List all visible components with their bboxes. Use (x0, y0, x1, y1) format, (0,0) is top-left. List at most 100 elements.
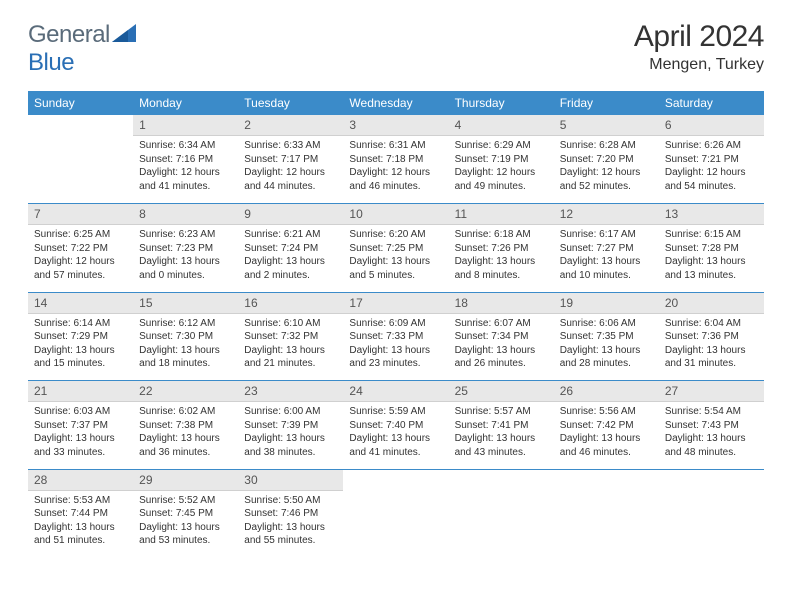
sunset-line: Sunset: 7:39 PM (244, 419, 337, 433)
sunset-line: Sunset: 7:28 PM (665, 242, 758, 256)
day-content: Sunrise: 6:25 AMSunset: 7:22 PMDaylight:… (28, 225, 133, 285)
sunrise-line: Sunrise: 6:03 AM (34, 405, 127, 419)
calendar-cell: 17Sunrise: 6:09 AMSunset: 7:33 PMDayligh… (343, 292, 448, 380)
weekday-friday: Friday (554, 91, 659, 115)
day-number: 17 (343, 293, 448, 314)
day-number: 4 (449, 115, 554, 136)
day-number: 1 (133, 115, 238, 136)
calendar-cell: 10Sunrise: 6:20 AMSunset: 7:25 PMDayligh… (343, 204, 448, 292)
day-number: 9 (238, 204, 343, 225)
calendar-cell: 28Sunrise: 5:53 AMSunset: 7:44 PMDayligh… (28, 469, 133, 557)
day-content: Sunrise: 6:09 AMSunset: 7:33 PMDaylight:… (343, 314, 448, 374)
calendar-cell (659, 469, 764, 557)
day-number: 18 (449, 293, 554, 314)
sunrise-line: Sunrise: 5:59 AM (349, 405, 442, 419)
day-number: 12 (554, 204, 659, 225)
calendar-table: SundayMondayTuesdayWednesdayThursdayFrid… (28, 91, 764, 557)
daylight-line: Daylight: 13 hours and 51 minutes. (34, 521, 127, 548)
sunrise-line: Sunrise: 6:17 AM (560, 228, 653, 242)
sunset-line: Sunset: 7:19 PM (455, 153, 548, 167)
calendar-cell: 27Sunrise: 5:54 AMSunset: 7:43 PMDayligh… (659, 381, 764, 469)
daylight-line: Daylight: 12 hours and 44 minutes. (244, 166, 337, 193)
calendar-body: 1Sunrise: 6:34 AMSunset: 7:16 PMDaylight… (28, 115, 764, 557)
sunrise-line: Sunrise: 6:23 AM (139, 228, 232, 242)
day-content: Sunrise: 6:10 AMSunset: 7:32 PMDaylight:… (238, 314, 343, 374)
daylight-line: Daylight: 13 hours and 31 minutes. (665, 344, 758, 371)
sunrise-line: Sunrise: 5:56 AM (560, 405, 653, 419)
calendar-cell: 22Sunrise: 6:02 AMSunset: 7:38 PMDayligh… (133, 381, 238, 469)
day-content: Sunrise: 6:20 AMSunset: 7:25 PMDaylight:… (343, 225, 448, 285)
header: GeneralBlue April 2024 Mengen, Turkey (28, 20, 764, 77)
sunset-line: Sunset: 7:37 PM (34, 419, 127, 433)
daylight-line: Daylight: 13 hours and 28 minutes. (560, 344, 653, 371)
daylight-line: Daylight: 12 hours and 41 minutes. (139, 166, 232, 193)
sunrise-line: Sunrise: 5:50 AM (244, 494, 337, 508)
day-content: Sunrise: 6:29 AMSunset: 7:19 PMDaylight:… (449, 136, 554, 196)
daylight-line: Daylight: 13 hours and 48 minutes. (665, 432, 758, 459)
day-number: 11 (449, 204, 554, 225)
daylight-line: Daylight: 13 hours and 13 minutes. (665, 255, 758, 282)
day-number: 30 (238, 470, 343, 491)
calendar-cell: 18Sunrise: 6:07 AMSunset: 7:34 PMDayligh… (449, 292, 554, 380)
sunrise-line: Sunrise: 5:52 AM (139, 494, 232, 508)
calendar-cell: 5Sunrise: 6:28 AMSunset: 7:20 PMDaylight… (554, 115, 659, 203)
sunset-line: Sunset: 7:22 PM (34, 242, 127, 256)
daylight-line: Daylight: 12 hours and 52 minutes. (560, 166, 653, 193)
sunset-line: Sunset: 7:18 PM (349, 153, 442, 167)
daylight-line: Daylight: 12 hours and 49 minutes. (455, 166, 548, 193)
calendar-head: SundayMondayTuesdayWednesdayThursdayFrid… (28, 91, 764, 115)
sunrise-line: Sunrise: 5:57 AM (455, 405, 548, 419)
calendar-cell: 15Sunrise: 6:12 AMSunset: 7:30 PMDayligh… (133, 292, 238, 380)
day-number: 24 (343, 381, 448, 402)
day-content: Sunrise: 6:07 AMSunset: 7:34 PMDaylight:… (449, 314, 554, 374)
sunset-line: Sunset: 7:44 PM (34, 507, 127, 521)
sunset-line: Sunset: 7:29 PM (34, 330, 127, 344)
day-content: Sunrise: 6:31 AMSunset: 7:18 PMDaylight:… (343, 136, 448, 196)
daylight-line: Daylight: 12 hours and 57 minutes. (34, 255, 127, 282)
logo-text-general: General (28, 21, 110, 48)
daylight-line: Daylight: 13 hours and 46 minutes. (560, 432, 653, 459)
sunset-line: Sunset: 7:43 PM (665, 419, 758, 433)
calendar-cell: 30Sunrise: 5:50 AMSunset: 7:46 PMDayligh… (238, 469, 343, 557)
sunset-line: Sunset: 7:16 PM (139, 153, 232, 167)
daylight-line: Daylight: 13 hours and 36 minutes. (139, 432, 232, 459)
day-number: 25 (449, 381, 554, 402)
sunset-line: Sunset: 7:27 PM (560, 242, 653, 256)
day-number: 22 (133, 381, 238, 402)
sunrise-line: Sunrise: 6:34 AM (139, 139, 232, 153)
calendar-cell: 1 Sunrise: 6:34 AMSunset: 7:16 PMDaylight… (133, 115, 238, 203)
calendar-cell: 23Sunrise: 6:00 AMSunset: 7:39 PMDayligh… (238, 381, 343, 469)
daylight-line: Daylight: 13 hours and 38 minutes. (244, 432, 337, 459)
calendar-cell: 9Sunrise: 6:21 AMSunset: 7:24 PMDaylight… (238, 204, 343, 292)
sunset-line: Sunset: 7:33 PM (349, 330, 442, 344)
day-number: 16 (238, 293, 343, 314)
daylight-line: Daylight: 13 hours and 2 minutes. (244, 255, 337, 282)
day-number: 8 (133, 204, 238, 225)
calendar-cell: 3Sunrise: 6:31 AMSunset: 7:18 PMDaylight… (343, 115, 448, 203)
day-content: Sunrise: 6:17 AMSunset: 7:27 PMDaylight:… (554, 225, 659, 285)
sunrise-line: Sunrise: 6:10 AM (244, 317, 337, 331)
day-number: 6 (659, 115, 764, 136)
daylight-line: Daylight: 13 hours and 55 minutes. (244, 521, 337, 548)
daylight-line: Daylight: 13 hours and 43 minutes. (455, 432, 548, 459)
day-content: Sunrise: 6:21 AMSunset: 7:24 PMDaylight:… (238, 225, 343, 285)
daylight-line: Daylight: 13 hours and 33 minutes. (34, 432, 127, 459)
sunset-line: Sunset: 7:45 PM (139, 507, 232, 521)
sunset-line: Sunset: 7:41 PM (455, 419, 548, 433)
sunset-line: Sunset: 7:24 PM (244, 242, 337, 256)
logo-triangle-icon (112, 24, 136, 42)
title-block: April 2024 Mengen, Turkey (634, 20, 764, 74)
sunset-line: Sunset: 7:26 PM (455, 242, 548, 256)
daylight-line: Daylight: 13 hours and 26 minutes. (455, 344, 548, 371)
calendar-cell: 8Sunrise: 6:23 AMSunset: 7:23 PMDaylight… (133, 204, 238, 292)
daylight-line: Daylight: 13 hours and 21 minutes. (244, 344, 337, 371)
sunrise-line: Sunrise: 6:33 AM (244, 139, 337, 153)
day-number: 29 (133, 470, 238, 491)
daylight-line: Daylight: 13 hours and 0 minutes. (139, 255, 232, 282)
daylight-line: Daylight: 13 hours and 8 minutes. (455, 255, 548, 282)
sunrise-line: Sunrise: 6:26 AM (665, 139, 758, 153)
calendar-cell: 7Sunrise: 6:25 AMSunset: 7:22 PMDaylight… (28, 204, 133, 292)
day-number: 10 (343, 204, 448, 225)
sunrise-line: Sunrise: 6:28 AM (560, 139, 653, 153)
calendar-cell: 11Sunrise: 6:18 AMSunset: 7:26 PMDayligh… (449, 204, 554, 292)
